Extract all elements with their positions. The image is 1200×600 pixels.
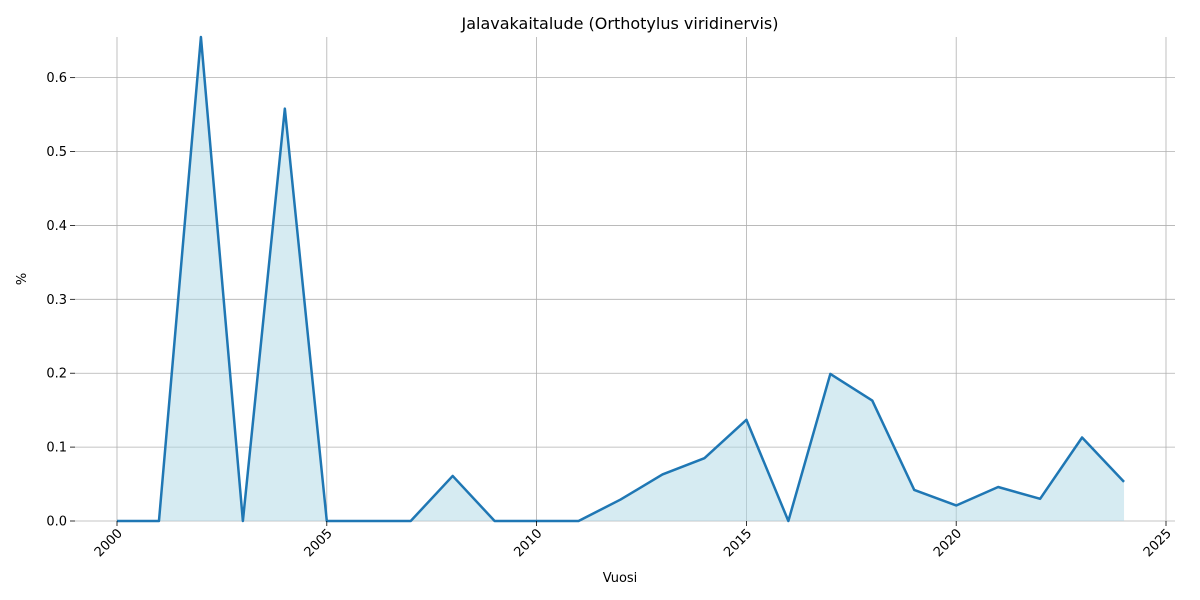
y-tick-label: 0.3 bbox=[46, 293, 67, 308]
x-tick-label: 2000 bbox=[92, 526, 126, 560]
y-tick-label: 0.6 bbox=[46, 71, 67, 86]
x-tick-label: 2010 bbox=[511, 526, 545, 560]
y-tick-label: 0.5 bbox=[46, 145, 67, 160]
x-axis-label: Vuosi bbox=[603, 571, 638, 586]
x-tick-label: 2025 bbox=[1141, 526, 1175, 560]
y-tick-label: 0.1 bbox=[46, 441, 67, 456]
area-fill bbox=[117, 37, 1125, 521]
y-tick-label: 0.2 bbox=[46, 367, 67, 382]
y-axis-ticks: 0.0 0.1 0.2 0.3 0.4 0.5 0.6 bbox=[46, 71, 75, 530]
x-axis-ticks: 2000 2005 2010 2015 2020 2025 bbox=[92, 521, 1175, 560]
series-line bbox=[117, 35, 1125, 523]
y-tick-label: 0.4 bbox=[46, 219, 67, 234]
y-tick-label: 0.0 bbox=[46, 515, 67, 530]
grid-lines bbox=[75, 37, 1175, 522]
x-tick-label: 2005 bbox=[302, 526, 336, 560]
chart-title: Jalavakaitalude (Orthotylus viridinervis… bbox=[461, 14, 779, 33]
x-tick-label: 2020 bbox=[931, 526, 965, 560]
y-axis-label: % bbox=[15, 273, 30, 285]
x-tick-label: 2015 bbox=[721, 526, 755, 560]
